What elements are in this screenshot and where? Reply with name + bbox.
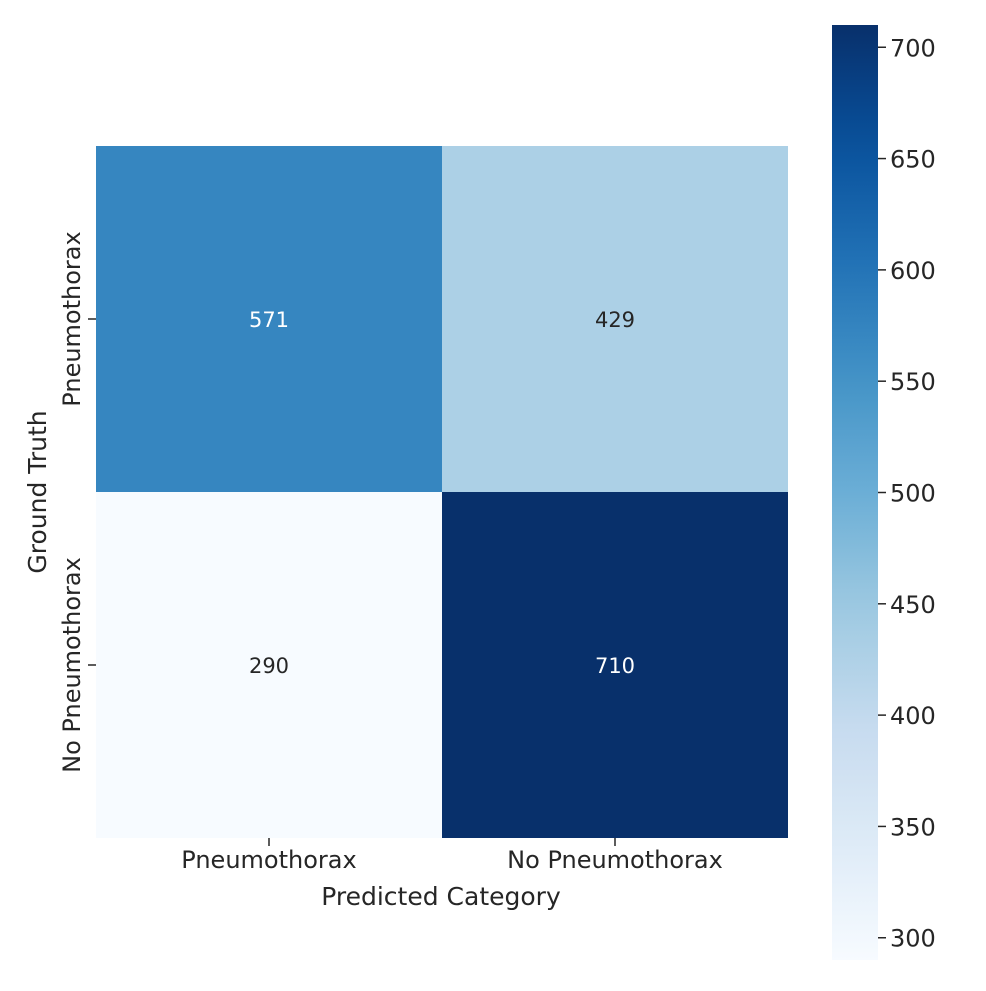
colorbar-gradient [832, 25, 878, 960]
cell-value-label: 710 [595, 654, 635, 678]
colorbar-tick-label: 500 [890, 480, 936, 508]
cell-value-label: 290 [249, 654, 289, 678]
y-tick-label: Pneumothorax [58, 231, 86, 406]
heatmap-cell [442, 492, 788, 838]
x-axis: Pneumothorax No Pneumothorax [181, 838, 723, 874]
y-axis-label: Ground Truth [23, 410, 52, 573]
cell-value-label: 429 [595, 308, 635, 332]
cell-annotations: 571 429 290 710 [249, 308, 635, 678]
colorbar-tick-label: 550 [890, 368, 936, 396]
colorbar-tick-label: 350 [890, 813, 936, 841]
colorbar-tick-label: 700 [890, 34, 936, 62]
heatmap-cells [96, 146, 788, 838]
colorbar-tick-label: 300 [890, 925, 936, 953]
colorbar: 300 350 400 450 500 550 600 650 700 [832, 25, 936, 960]
colorbar-tick-label: 650 [890, 146, 936, 174]
colorbar-tick-label: 600 [890, 257, 936, 285]
colorbar-tick-label: 400 [890, 702, 936, 730]
heatmap-cell [96, 146, 442, 492]
y-axis: Pneumothorax No Pneumothorax [58, 231, 96, 773]
x-tick-label: No Pneumothorax [507, 846, 723, 874]
heatmap-cell [442, 146, 788, 492]
cell-value-label: 571 [249, 308, 289, 332]
colorbar-tick-label: 450 [890, 591, 936, 619]
y-tick-label: No Pneumothorax [58, 557, 86, 773]
x-axis-label: Predicted Category [321, 882, 561, 911]
heatmap-cell [96, 492, 442, 838]
x-tick-label: Pneumothorax [181, 846, 356, 874]
